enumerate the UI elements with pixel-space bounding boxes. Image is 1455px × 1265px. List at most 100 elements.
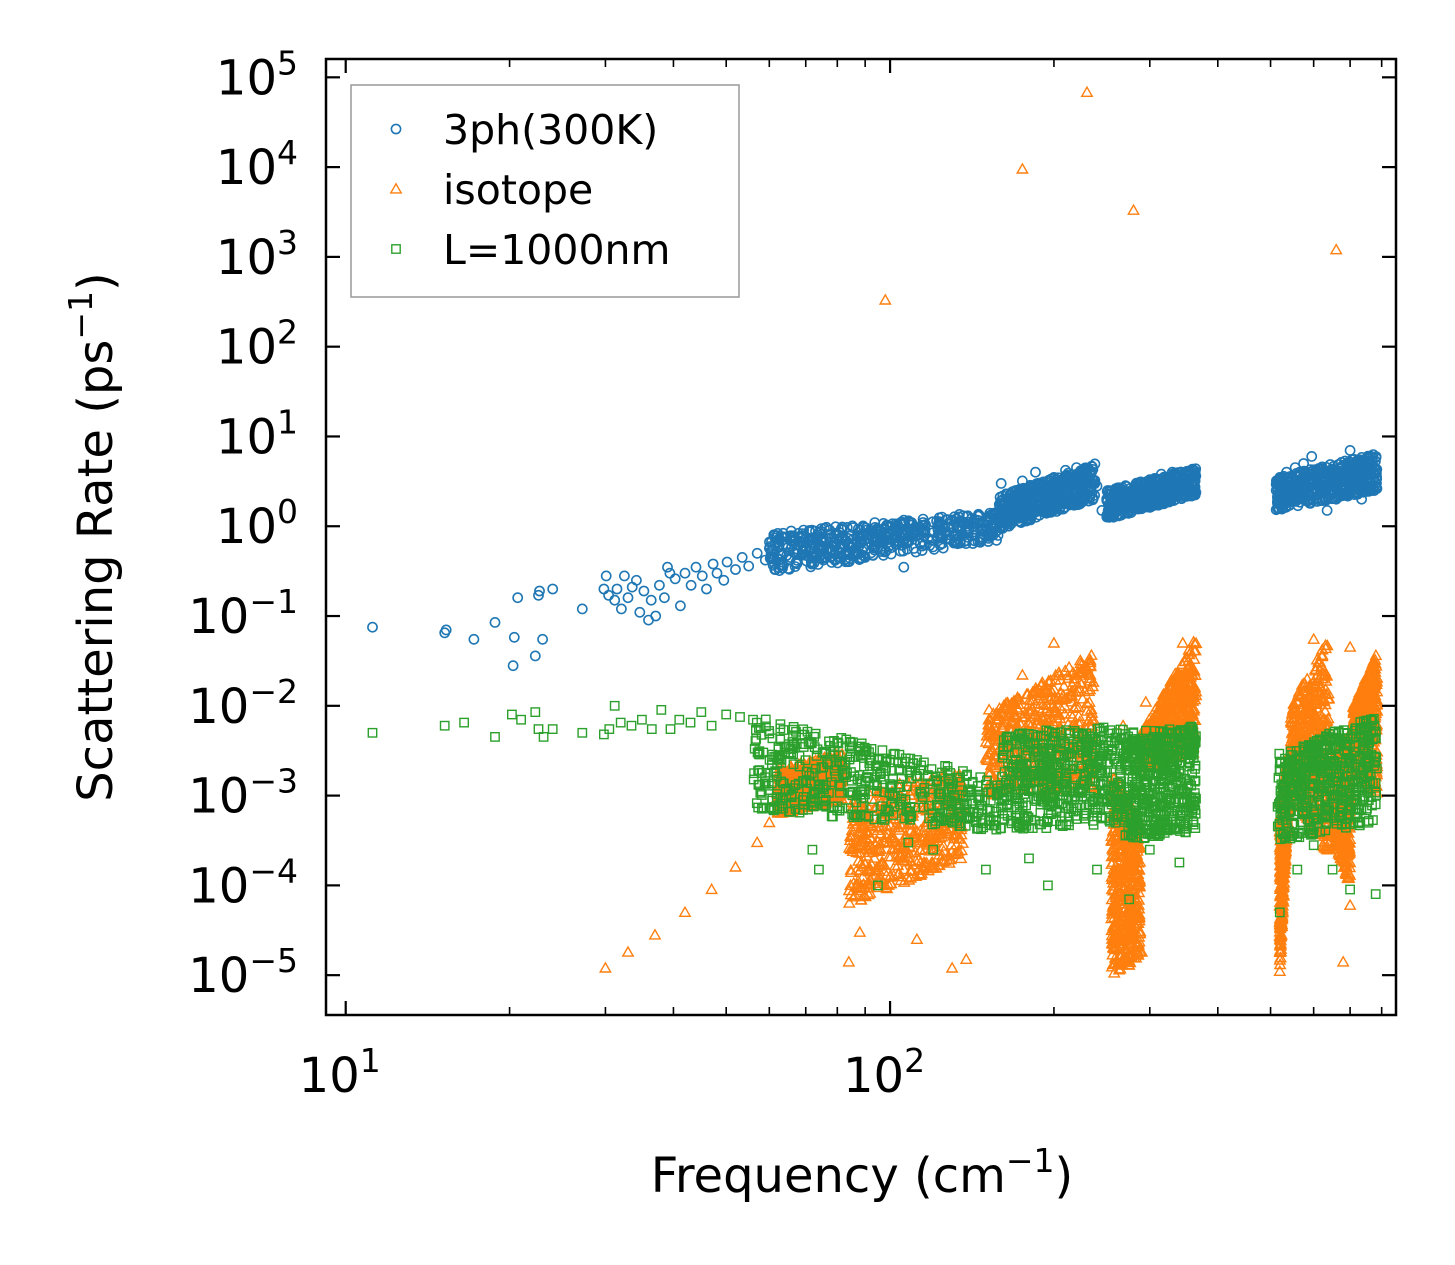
data-point bbox=[1106, 823, 1120, 835]
data-point bbox=[1078, 685, 1092, 697]
data-point bbox=[1287, 703, 1301, 715]
data-point bbox=[979, 735, 993, 747]
data-point bbox=[874, 827, 888, 839]
data-point bbox=[953, 832, 967, 844]
data-point bbox=[1273, 911, 1287, 924]
data-point bbox=[933, 858, 946, 871]
data-point bbox=[1130, 852, 1144, 864]
data-point bbox=[1082, 668, 1096, 680]
data-point bbox=[1284, 711, 1298, 723]
data-point bbox=[1111, 895, 1125, 907]
data-point bbox=[1276, 888, 1290, 900]
data-point bbox=[1343, 855, 1357, 867]
data-point bbox=[862, 881, 876, 893]
data-point bbox=[901, 775, 914, 787]
data-point bbox=[1034, 697, 1048, 709]
data-point bbox=[1083, 674, 1097, 686]
data-point bbox=[1029, 717, 1043, 729]
data-marks bbox=[367, 85, 1384, 978]
data-point bbox=[1084, 709, 1098, 721]
data-point bbox=[1159, 704, 1173, 716]
data-point bbox=[1040, 713, 1054, 725]
data-point bbox=[1061, 669, 1075, 681]
data-point bbox=[914, 843, 928, 855]
data-point bbox=[1314, 663, 1327, 675]
data-point bbox=[1026, 694, 1040, 706]
data-point bbox=[1076, 692, 1090, 704]
data-point bbox=[1183, 709, 1197, 721]
data-point bbox=[1133, 855, 1147, 867]
data-point bbox=[1315, 643, 1329, 655]
data-point bbox=[1173, 678, 1187, 690]
data-point bbox=[1043, 693, 1057, 705]
data-point bbox=[904, 824, 917, 837]
data-point bbox=[1023, 693, 1037, 705]
data-point bbox=[1274, 930, 1288, 942]
data-point bbox=[867, 794, 880, 807]
data-point bbox=[1105, 923, 1119, 936]
data-point bbox=[854, 893, 868, 905]
data-point bbox=[1182, 653, 1196, 666]
data-point bbox=[1338, 840, 1352, 852]
data-point bbox=[1132, 885, 1146, 898]
data-point bbox=[882, 878, 896, 890]
data-point bbox=[864, 864, 878, 876]
data-point bbox=[1048, 692, 1062, 704]
data-point bbox=[855, 860, 869, 872]
data-point bbox=[923, 844, 937, 856]
data-point bbox=[1274, 938, 1288, 950]
data-point bbox=[1304, 720, 1318, 732]
data-point bbox=[999, 700, 1013, 712]
data-point bbox=[892, 867, 905, 880]
data-point bbox=[1048, 690, 1062, 702]
data-point bbox=[850, 863, 864, 875]
data-point bbox=[855, 821, 869, 834]
data-point bbox=[1300, 672, 1314, 684]
data-point bbox=[1106, 876, 1120, 888]
data-point bbox=[1276, 904, 1290, 916]
data-point bbox=[1318, 704, 1332, 716]
data-point bbox=[870, 860, 884, 873]
data-point bbox=[1086, 679, 1100, 692]
data-point bbox=[899, 842, 913, 854]
data-point bbox=[1039, 679, 1053, 691]
data-point bbox=[884, 877, 898, 889]
data-point bbox=[1040, 703, 1054, 716]
data-point bbox=[1133, 875, 1147, 887]
data-point bbox=[1106, 919, 1120, 931]
data-point bbox=[1120, 927, 1134, 939]
data-point bbox=[1012, 703, 1025, 715]
data-point bbox=[871, 823, 885, 835]
data-point bbox=[982, 718, 996, 730]
data-point bbox=[844, 842, 858, 855]
data-point bbox=[912, 867, 926, 880]
data-point bbox=[894, 870, 908, 882]
data-point bbox=[863, 877, 877, 889]
data-point bbox=[1105, 857, 1118, 869]
data-point bbox=[868, 851, 881, 863]
data-point bbox=[880, 820, 894, 832]
data-point bbox=[928, 831, 942, 843]
data-point bbox=[1278, 845, 1291, 857]
data-point bbox=[1054, 686, 1068, 698]
data-point bbox=[1188, 637, 1202, 649]
data-point bbox=[1083, 655, 1097, 668]
data-point bbox=[1105, 904, 1119, 916]
data-point bbox=[937, 839, 951, 851]
data-point bbox=[1000, 706, 1014, 718]
data-point bbox=[1311, 723, 1324, 735]
data-point bbox=[874, 858, 888, 870]
data-point bbox=[1133, 925, 1147, 937]
data-point bbox=[1072, 701, 1086, 713]
data-point bbox=[867, 802, 881, 814]
data-point bbox=[1011, 697, 1025, 709]
data-point bbox=[782, 765, 796, 778]
data-point bbox=[1049, 668, 1063, 680]
data-point bbox=[1105, 882, 1119, 895]
data-point bbox=[1179, 679, 1193, 692]
data-point bbox=[1292, 723, 1306, 735]
data-point bbox=[861, 862, 875, 875]
data-point bbox=[1305, 695, 1319, 708]
data-point bbox=[1189, 668, 1202, 680]
